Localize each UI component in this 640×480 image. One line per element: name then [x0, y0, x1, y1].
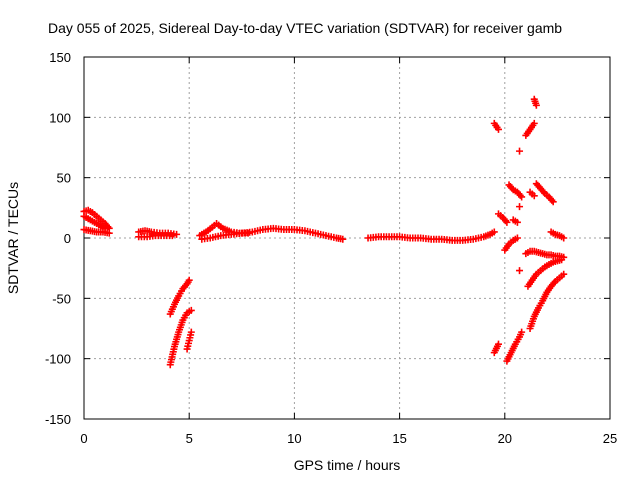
data-point	[516, 203, 524, 211]
data-point	[530, 119, 538, 127]
data-series	[522, 247, 568, 261]
x-tick-label: 25	[603, 431, 617, 446]
x-tick-label: 15	[392, 431, 406, 446]
data-point	[560, 234, 568, 242]
data-point	[513, 234, 521, 242]
data-series	[516, 147, 524, 155]
data-point	[339, 235, 347, 243]
data-series	[166, 276, 193, 318]
data-point	[490, 228, 498, 236]
data-series	[526, 270, 568, 332]
data-series	[135, 232, 176, 241]
data-series	[490, 119, 502, 133]
data-point	[532, 101, 540, 109]
y-tick-label: 150	[49, 50, 71, 65]
data-series	[198, 224, 347, 243]
data-series	[526, 188, 538, 200]
data-series	[490, 340, 502, 357]
data-point	[560, 270, 568, 278]
data-series	[183, 328, 195, 353]
y-tick-label: -50	[52, 291, 71, 306]
data-point	[530, 192, 538, 200]
y-tick-label: 50	[57, 171, 71, 186]
plot-frame	[83, 56, 611, 420]
data-series	[547, 228, 568, 242]
data-point	[494, 340, 502, 348]
data-point	[516, 147, 524, 155]
x-tick-label: 5	[186, 431, 193, 446]
data-point	[518, 328, 526, 336]
data-series	[166, 306, 195, 369]
x-tick-label: 0	[80, 431, 87, 446]
data-series	[530, 95, 540, 109]
data-series	[501, 234, 521, 254]
data-point	[168, 232, 176, 240]
data-series	[80, 226, 113, 237]
data-points	[80, 95, 568, 369]
data-series	[80, 206, 113, 232]
data-series	[505, 181, 526, 201]
y-tick-label: -150	[45, 412, 71, 427]
data-series	[364, 228, 498, 244]
data-series	[532, 180, 557, 206]
y-tick-label: 100	[49, 110, 71, 125]
data-series	[494, 210, 511, 226]
x-tick-label: 20	[498, 431, 512, 446]
data-series	[516, 203, 524, 211]
data-point	[513, 218, 521, 226]
x-tick-label: 10	[287, 431, 301, 446]
y-tick-label: 0	[64, 231, 71, 246]
grid-lines	[84, 57, 610, 419]
data-point	[549, 198, 557, 206]
data-series	[522, 119, 538, 139]
data-point	[503, 218, 511, 226]
axis-ticks: 0 5 10 15 20 25 -150 -100 -50 0 50 100 150	[45, 50, 617, 446]
data-point	[494, 125, 502, 133]
y-axis-label: SDTVAR / TECUs	[5, 182, 21, 294]
chart-title: Day 055 of 2025, Sidereal Day-to-day VTE…	[48, 20, 562, 36]
y-tick-label: -100	[45, 352, 71, 367]
data-point	[518, 193, 526, 201]
data-point	[105, 229, 113, 237]
data-series	[509, 216, 521, 226]
data-series	[516, 267, 524, 275]
data-point	[516, 267, 524, 275]
data-point	[173, 230, 181, 238]
data-point	[187, 328, 195, 336]
data-point	[185, 276, 193, 284]
data-series	[524, 256, 566, 290]
data-point	[558, 256, 566, 264]
data-series	[503, 328, 526, 365]
x-axis-label: GPS time / hours	[294, 457, 401, 473]
data-point	[187, 306, 195, 314]
